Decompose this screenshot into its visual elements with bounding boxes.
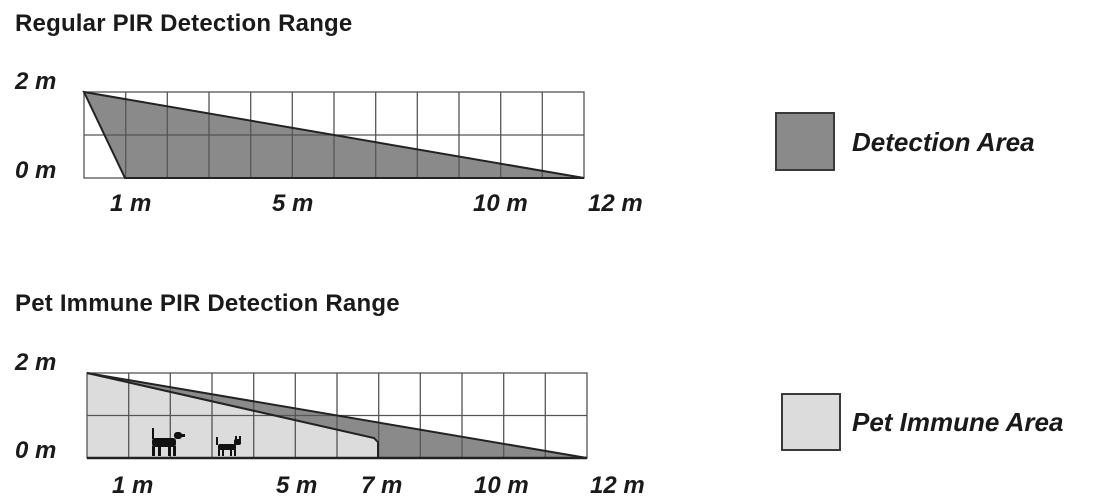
legend-pet-immune-label: Pet Immune Area [852,407,1064,437]
diagram1-y-bottom-label: 0 m [15,157,57,184]
dog-icon [152,428,185,456]
diagram2-x-label-12m: 12 m [590,472,645,499]
legend-detection-swatch [775,112,835,171]
diagram2-y-bottom-label: 0 m [15,437,57,464]
diagram2-chart [86,372,588,460]
diagram2-x-label-1m: 1 m [112,472,154,499]
diagram1-x-label-1m: 1 m [110,190,152,217]
diagram2-y-top-label: 2 m [15,349,57,376]
diagram1-x-label-10m: 10 m [473,190,528,217]
cat-icon [216,436,241,456]
diagram2-x-label-7m: 7 m [361,472,403,499]
diagram1-title: Regular PIR Detection Range [15,10,353,37]
diagram2-x-label-5m: 5 m [276,472,318,499]
legend-detection-label: Detection Area [852,127,1035,157]
diagram1-x-label-12m: 12 m [588,190,643,217]
diagram1-x-label-5m: 5 m [272,190,314,217]
diagram1-chart [82,90,585,179]
legend-pet-immune-swatch [781,393,841,451]
diagram1-y-top-label: 2 m [15,68,57,95]
diagram2-x-label-10m: 10 m [474,472,529,499]
diagram2-title: Pet Immune PIR Detection Range [15,290,400,317]
